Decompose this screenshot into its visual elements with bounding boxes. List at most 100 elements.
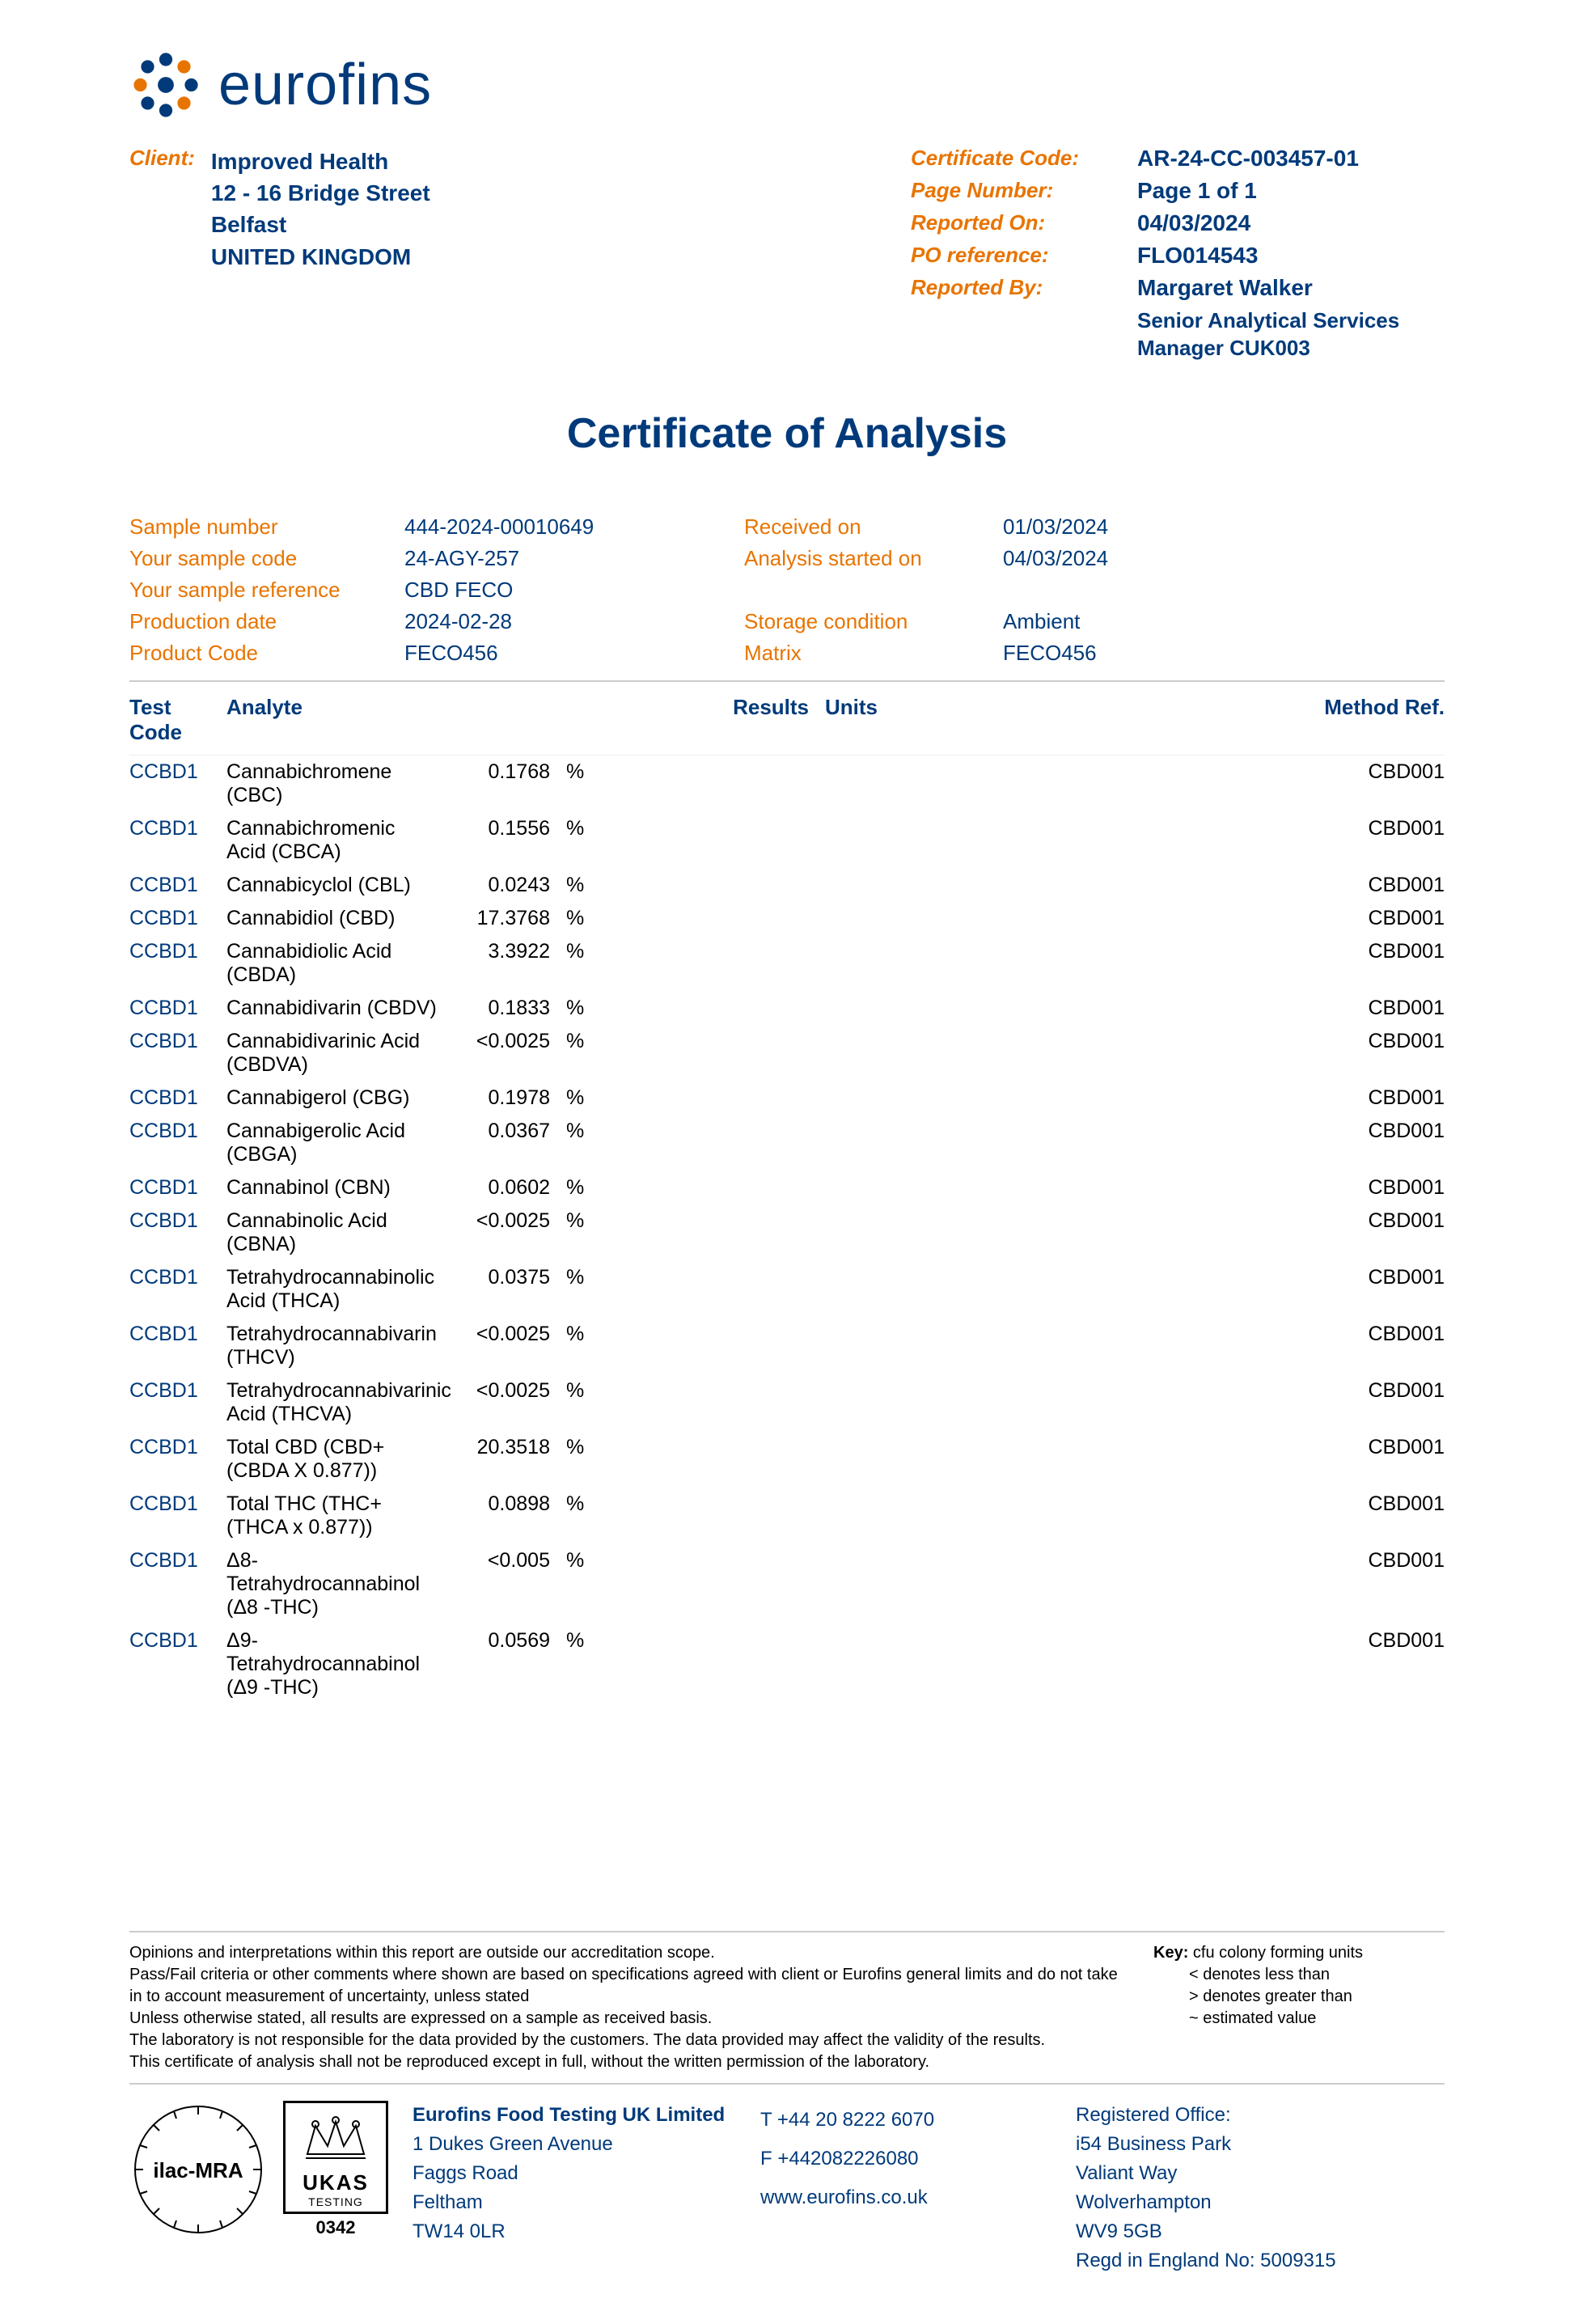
cell-result: 0.0602 xyxy=(437,1176,550,1200)
cell-result: 0.1978 xyxy=(437,1086,550,1110)
ukas-logo: UKAS TESTING 0342 xyxy=(283,2101,388,2238)
cell-test: CCBD1 xyxy=(129,1209,226,1233)
cert-reported-on-value: 04/03/2024 xyxy=(1137,210,1250,236)
cell-analyte: Cannabichromenic Acid (CBCA) xyxy=(226,817,437,864)
cell-test: CCBD1 xyxy=(129,874,226,897)
cell-method: CBD001 xyxy=(1283,1120,1445,1143)
key-l4: ~ estimated value xyxy=(1153,2008,1445,2030)
disclaimer-section: Opinions and interpretations within this… xyxy=(129,1931,1445,2085)
cell-method: CBD001 xyxy=(1283,1209,1445,1233)
sample-info: Sample number 444-2024-00010649 Received… xyxy=(129,514,1445,682)
table-row: CCBD1Cannabidiol (CBD)17.3768%CBD001 xyxy=(129,902,1445,935)
sample-matrix-label: Matrix xyxy=(744,641,1003,666)
col-test-code: Test Code xyxy=(129,695,226,745)
cell-result: 0.0375 xyxy=(437,1266,550,1289)
cell-units: % xyxy=(550,1030,647,1053)
cell-method: CBD001 xyxy=(1283,817,1445,840)
cell-result: <0.0025 xyxy=(437,1379,550,1403)
disclaimer-l3: Unless otherwise stated, all results are… xyxy=(129,2008,1121,2030)
crown-icon xyxy=(291,2110,380,2166)
cell-test: CCBD1 xyxy=(129,817,226,840)
client-addr3: UNITED KINGDOM xyxy=(211,241,430,273)
footer-fax: F +442082226080 xyxy=(760,2140,1051,2178)
sample-code-label: Your sample code xyxy=(129,546,404,571)
cell-method: CBD001 xyxy=(1283,1492,1445,1516)
cell-analyte: Total CBD (CBD+(CBDA X 0.877)) xyxy=(226,1436,437,1483)
sample-pcode-label: Product Code xyxy=(129,641,404,666)
cell-result: 0.0569 xyxy=(437,1629,550,1653)
cell-analyte: Δ8-Tetrahydrocannabinol (Δ8 -THC) xyxy=(226,1549,437,1619)
cell-analyte: Cannabigerolic Acid (CBGA) xyxy=(226,1120,437,1166)
cell-units: % xyxy=(550,1120,647,1143)
footer-reg5: Regd in England No: 5009315 xyxy=(1076,2246,1336,2275)
ukas-num: 0342 xyxy=(283,2217,388,2238)
accred-logos: ilac-MRA UKAS xyxy=(129,2101,388,2238)
cell-result: 0.0898 xyxy=(437,1492,550,1516)
cell-units: % xyxy=(550,874,647,897)
cell-test: CCBD1 xyxy=(129,1030,226,1053)
cell-method: CBD001 xyxy=(1283,1176,1445,1200)
cell-test: CCBD1 xyxy=(129,1492,226,1516)
cell-test: CCBD1 xyxy=(129,1436,226,1459)
cert-page-label: Page Number: xyxy=(911,178,1137,204)
table-row: CCBD1Cannabinolic Acid (CBNA)<0.0025%CBD… xyxy=(129,1204,1445,1261)
key-l1: cfu colony forming units xyxy=(1193,1944,1363,1962)
eurofins-dots-icon xyxy=(129,49,202,121)
cell-test: CCBD1 xyxy=(129,997,226,1020)
cell-method: CBD001 xyxy=(1283,874,1445,897)
cell-analyte: Total THC (THC+(THCA x 0.877)) xyxy=(226,1492,437,1539)
cell-analyte: Cannabidivarin (CBDV) xyxy=(226,997,437,1020)
table-row: CCBD1Cannabigerol (CBG)0.1978%CBD001 xyxy=(129,1082,1445,1115)
cell-analyte: Cannabinol (CBN) xyxy=(226,1176,437,1200)
cell-result: 0.1833 xyxy=(437,997,550,1020)
col-results: Results xyxy=(696,695,809,745)
footer-addr1: 1 Dukes Green Avenue xyxy=(413,2130,736,2159)
sample-received-label: Received on xyxy=(744,514,1003,540)
disclaimer-l5: This certificate of analysis shall not b… xyxy=(129,2051,1121,2073)
cell-method: CBD001 xyxy=(1283,940,1445,963)
table-row: CCBD1Cannabidivarinic Acid (CBDVA)<0.002… xyxy=(129,1025,1445,1082)
footer: ilac-MRA UKAS xyxy=(129,2101,1445,2275)
ukas-box: UKAS TESTING xyxy=(283,2101,388,2214)
col-method: Method Ref. xyxy=(1283,695,1445,745)
cell-result: 0.1768 xyxy=(437,760,550,784)
cert-by-title: Senior Analytical Services Manager CUK00… xyxy=(1137,307,1445,362)
cell-units: % xyxy=(550,1436,647,1459)
sample-ref-value: CBD FECO xyxy=(404,578,744,603)
cert-by-name: Margaret Walker xyxy=(1137,275,1313,301)
table-row: CCBD1Cannabinol (CBN)0.0602%CBD001 xyxy=(129,1171,1445,1204)
cell-units: % xyxy=(550,1176,647,1200)
disclaimer-l2: Pass/Fail criteria or other comments whe… xyxy=(129,1964,1121,2008)
ilac-mra-icon: ilac-MRA xyxy=(129,2101,267,2238)
table-row: CCBD1Cannabigerolic Acid (CBGA)0.0367%CB… xyxy=(129,1115,1445,1171)
sample-storage-label: Storage condition xyxy=(744,609,1003,634)
table-header: Test Code Analyte Results Units Method R… xyxy=(129,695,1445,756)
cell-units: % xyxy=(550,907,647,930)
cell-units: % xyxy=(550,1323,647,1346)
ukas-sub: TESTING xyxy=(289,2195,383,2208)
sample-matrix-value: FECO456 xyxy=(1003,641,1097,666)
footer-addr2: Faggs Road xyxy=(413,2159,736,2188)
cell-test: CCBD1 xyxy=(129,940,226,963)
sample-code-value: 24-AGY-257 xyxy=(404,546,744,571)
sample-started-value: 04/03/2024 xyxy=(1003,546,1108,571)
cell-analyte: Δ9-Tetrahydrocannabinol (Δ9 -THC) xyxy=(226,1629,437,1700)
footer-reg1: i54 Business Park xyxy=(1076,2130,1336,2159)
footer-reg4: WV9 5GB xyxy=(1076,2217,1336,2246)
sample-pcode-value: FECO456 xyxy=(404,641,744,666)
client-addr1: 12 - 16 Bridge Street xyxy=(211,177,430,209)
table-body: CCBD1Cannabichromene (CBC)0.1768%CBD001C… xyxy=(129,756,1445,1704)
cell-result: 0.0243 xyxy=(437,874,550,897)
cell-test: CCBD1 xyxy=(129,1629,226,1653)
cell-result: <0.0025 xyxy=(437,1030,550,1053)
footer-company: Eurofins Food Testing UK Limited 1 Dukes… xyxy=(413,2101,736,2246)
cell-result: 0.0367 xyxy=(437,1120,550,1143)
sample-number-value: 444-2024-00010649 xyxy=(404,514,744,540)
cell-method: CBD001 xyxy=(1283,1266,1445,1289)
key-title: Key: xyxy=(1153,1944,1188,1962)
client-info: Improved Health 12 - 16 Bridge Street Be… xyxy=(211,146,430,369)
footer-tel: T +44 20 8222 6070 xyxy=(760,2101,1051,2140)
cell-analyte: Tetrahydrocannabivarin (THCV) xyxy=(226,1323,437,1369)
cell-result: <0.0025 xyxy=(437,1209,550,1233)
sample-number-label: Sample number xyxy=(129,514,404,540)
